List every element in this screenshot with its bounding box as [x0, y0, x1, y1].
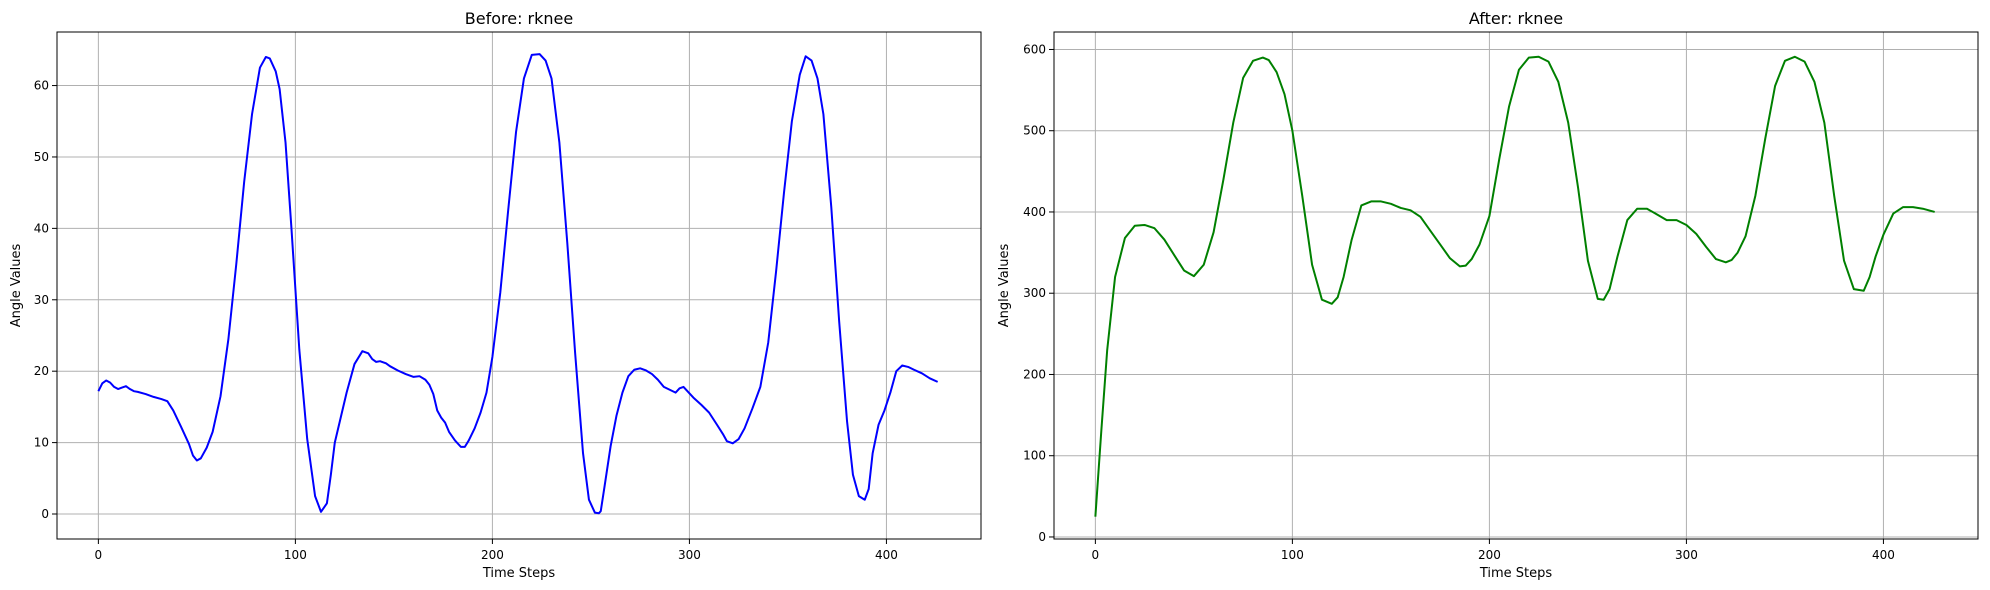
before-ytick-label: 20: [34, 364, 49, 378]
before-ytick-label: 60: [34, 79, 49, 93]
after-xtick-label: 0: [1092, 548, 1100, 562]
after-chart-ticks: 0 100 200 300 400 0 100 200 300 400 500 600: [1023, 42, 1895, 562]
after-chart-xlabel: Time Steps: [1479, 566, 1553, 581]
before-ytick-label: 0: [41, 507, 49, 521]
after-xtick-label: 300: [1675, 548, 1698, 562]
after-ytick-label: 600: [1023, 42, 1046, 56]
before-chart-ylabel: Angle Values: [9, 243, 24, 327]
after-xtick-label: 100: [1281, 548, 1304, 562]
before-series-line: [97, 53, 939, 515]
after-ytick-label: 0: [1038, 530, 1046, 544]
after-ytick-label: 400: [1023, 205, 1046, 219]
after-series-line: [1094, 55, 1935, 517]
after-ytick-label: 300: [1023, 286, 1046, 300]
after-chart-ylabel: Angle Values: [997, 243, 1012, 327]
after-ytick-label: 100: [1023, 449, 1046, 463]
before-ytick-label: 30: [34, 293, 49, 307]
after-chart: After: rknee 0 100 200 300 400 0 100 200 300 400 5…: [997, 9, 1979, 581]
before-chart-title: Before: rknee: [465, 9, 573, 28]
before-ytick-label: 10: [34, 436, 49, 450]
after-chart-title: After: rknee: [1469, 9, 1563, 28]
after-xtick-label: 400: [1872, 548, 1895, 562]
before-chart-xlabel: Time Steps: [482, 566, 556, 581]
before-chart-frame: [56, 31, 982, 540]
before-ytick-label: 50: [34, 150, 49, 164]
before-ytick-label: 40: [34, 221, 49, 235]
after-chart-frame: [1053, 31, 1979, 540]
after-ytick-label: 200: [1023, 367, 1046, 381]
before-chart: Before: rknee 0 100 200 300 400 0 10 20 30 40 50 60…: [9, 9, 982, 581]
before-chart-grid: [57, 32, 981, 539]
before-xtick-label: 0: [95, 548, 103, 562]
after-xtick-label: 200: [1478, 548, 1501, 562]
before-xtick-label: 400: [875, 548, 898, 562]
before-xtick-label: 200: [481, 548, 504, 562]
before-xtick-label: 300: [678, 548, 701, 562]
before-chart-ticks: 0 100 200 300 400 0 10 20 30 40 50 60: [34, 79, 898, 562]
before-xtick-label: 100: [284, 548, 307, 562]
after-chart-grid: [1054, 32, 1978, 539]
after-ytick-label: 500: [1023, 124, 1046, 138]
